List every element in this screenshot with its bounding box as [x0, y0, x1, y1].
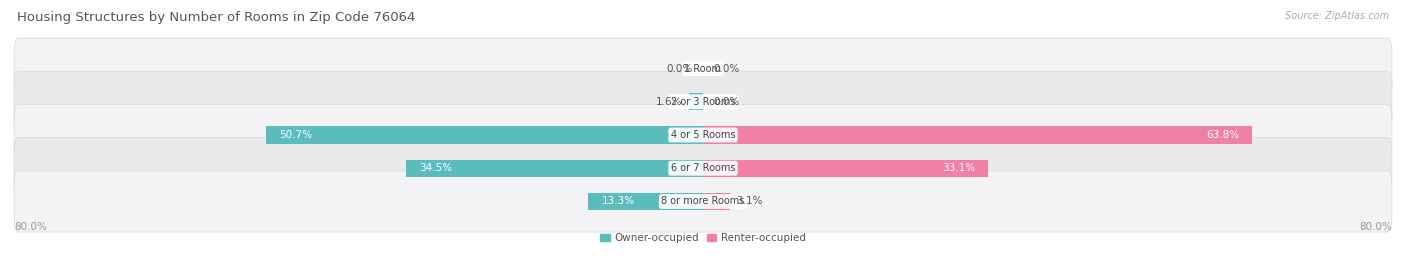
Bar [703, 193, 730, 210]
Text: 4 or 5 Rooms: 4 or 5 Rooms [671, 130, 735, 140]
Bar [703, 160, 988, 177]
Bar [589, 193, 703, 210]
Text: 50.7%: 50.7% [280, 130, 312, 140]
Text: 80.0%: 80.0% [14, 222, 46, 232]
Text: 13.3%: 13.3% [602, 197, 634, 207]
Text: 1 Room: 1 Room [685, 63, 721, 73]
Text: 1.6%: 1.6% [655, 97, 682, 107]
Text: 0.0%: 0.0% [713, 63, 740, 73]
FancyBboxPatch shape [14, 171, 1392, 232]
Text: 8 or more Rooms: 8 or more Rooms [661, 197, 745, 207]
Legend: Owner-occupied, Renter-occupied: Owner-occupied, Renter-occupied [596, 229, 810, 247]
FancyBboxPatch shape [14, 38, 1392, 99]
Text: Housing Structures by Number of Rooms in Zip Code 76064: Housing Structures by Number of Rooms in… [17, 11, 415, 24]
Text: Source: ZipAtlas.com: Source: ZipAtlas.com [1285, 11, 1389, 21]
Text: 63.8%: 63.8% [1206, 130, 1240, 140]
Text: 34.5%: 34.5% [419, 163, 451, 173]
FancyBboxPatch shape [14, 71, 1392, 132]
FancyBboxPatch shape [14, 138, 1392, 199]
Bar [266, 126, 703, 144]
Text: 2 or 3 Rooms: 2 or 3 Rooms [671, 97, 735, 107]
Text: 80.0%: 80.0% [1360, 222, 1392, 232]
Bar [406, 160, 703, 177]
Text: 6 or 7 Rooms: 6 or 7 Rooms [671, 163, 735, 173]
Bar [689, 93, 703, 110]
Text: 0.0%: 0.0% [713, 97, 740, 107]
Text: 0.0%: 0.0% [666, 63, 693, 73]
Text: 33.1%: 33.1% [942, 163, 976, 173]
Bar [703, 126, 1253, 144]
FancyBboxPatch shape [14, 104, 1392, 166]
Text: 3.1%: 3.1% [737, 197, 763, 207]
